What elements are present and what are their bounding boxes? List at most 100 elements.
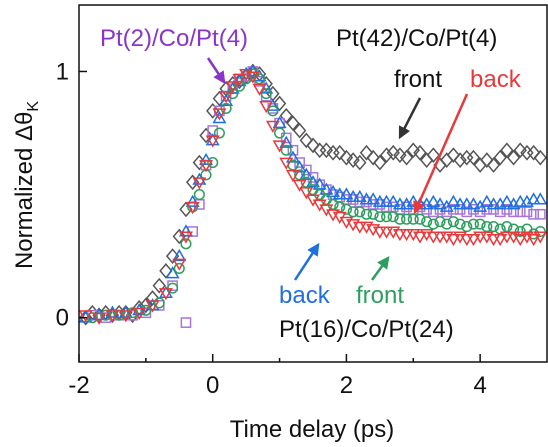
data-point — [140, 304, 152, 316]
data-point — [500, 142, 514, 159]
data-point — [105, 310, 120, 323]
data-point — [299, 167, 314, 180]
data-point — [139, 297, 153, 314]
data-point — [379, 194, 394, 207]
data-point — [219, 91, 234, 104]
data-point — [480, 152, 494, 168]
data-point — [534, 208, 546, 220]
data-point — [379, 147, 394, 164]
data-point — [252, 83, 267, 96]
data-point — [267, 105, 279, 117]
data-point — [499, 231, 514, 244]
data-point — [494, 223, 506, 235]
data-point — [207, 157, 219, 169]
data-point — [446, 147, 461, 164]
data-point — [225, 81, 240, 94]
data-point — [486, 197, 501, 210]
data-point — [533, 231, 548, 244]
data-point — [259, 100, 274, 114]
data-point — [260, 88, 272, 100]
data-point — [352, 221, 367, 234]
data-point — [401, 213, 413, 225]
data-point — [332, 187, 347, 200]
data-point — [481, 221, 493, 233]
data-point — [366, 149, 380, 166]
x-axis-title: Time delay (ps) — [230, 416, 394, 443]
data-point — [427, 218, 439, 230]
data-point — [78, 310, 93, 323]
data-point — [514, 206, 526, 218]
data-point — [506, 149, 521, 166]
y-tick-label: 0 — [56, 305, 69, 332]
data-point — [434, 216, 446, 228]
data-point — [392, 229, 407, 242]
data-point — [285, 169, 300, 183]
data-point — [333, 144, 347, 161]
data-point — [346, 152, 360, 168]
data-point — [513, 194, 528, 207]
data-point — [185, 201, 200, 215]
data-point — [387, 211, 399, 223]
data-point — [339, 187, 354, 200]
data-point — [340, 203, 352, 215]
series-triangle-down — [78, 68, 548, 325]
data-point — [372, 194, 387, 207]
data-point — [366, 192, 381, 205]
data-point — [367, 208, 379, 220]
data-point — [279, 135, 294, 148]
arrow-blue — [293, 242, 320, 281]
data-point — [180, 238, 192, 250]
data-point — [479, 194, 494, 207]
data-point — [173, 262, 185, 274]
data-point — [199, 160, 214, 173]
data-point — [152, 277, 166, 294]
data-point — [172, 248, 187, 262]
data-point — [508, 223, 520, 235]
series-triangle-up — [78, 64, 548, 323]
data-point — [372, 226, 387, 239]
data-point — [466, 197, 481, 210]
data-point — [528, 208, 539, 220]
data-point — [326, 184, 341, 198]
data-point — [192, 172, 207, 185]
data-point — [407, 213, 419, 225]
data-point — [272, 115, 287, 129]
data-point — [180, 317, 192, 328]
data-point — [272, 140, 287, 153]
data-point — [394, 213, 406, 225]
data-point — [165, 266, 180, 279]
data-point — [474, 218, 486, 230]
data-point — [199, 127, 213, 144]
data-point — [212, 108, 227, 121]
data-point — [334, 201, 346, 213]
data-point — [426, 194, 441, 207]
data-point — [487, 221, 500, 233]
data-point — [441, 218, 453, 230]
x-tick-label: -2 — [68, 372, 89, 399]
data-point — [178, 224, 193, 237]
data-point — [118, 310, 133, 323]
data-point — [219, 93, 234, 106]
data-point — [319, 142, 334, 159]
data-point — [346, 189, 361, 202]
data-point — [526, 233, 541, 247]
label-pt42-co-pt4: Pt(42)/Co/Pt(4) — [336, 25, 497, 52]
y-axis-title-main: Normalized Δθ — [11, 112, 38, 269]
data-point — [158, 288, 173, 301]
arrow-red — [413, 93, 469, 215]
data-point — [286, 115, 300, 132]
data-point — [467, 218, 480, 230]
data-point — [359, 192, 374, 205]
data-point — [493, 149, 507, 166]
y-axis-title-subscript: K — [25, 101, 42, 112]
data-point — [312, 177, 327, 190]
data-point — [178, 231, 193, 244]
data-point — [386, 194, 401, 207]
data-point — [421, 216, 433, 228]
data-point — [274, 127, 286, 139]
data-point — [513, 233, 528, 247]
data-point — [473, 231, 488, 244]
data-point — [433, 197, 448, 210]
x-tick-label: 2 — [340, 372, 353, 399]
data-point — [353, 154, 367, 171]
